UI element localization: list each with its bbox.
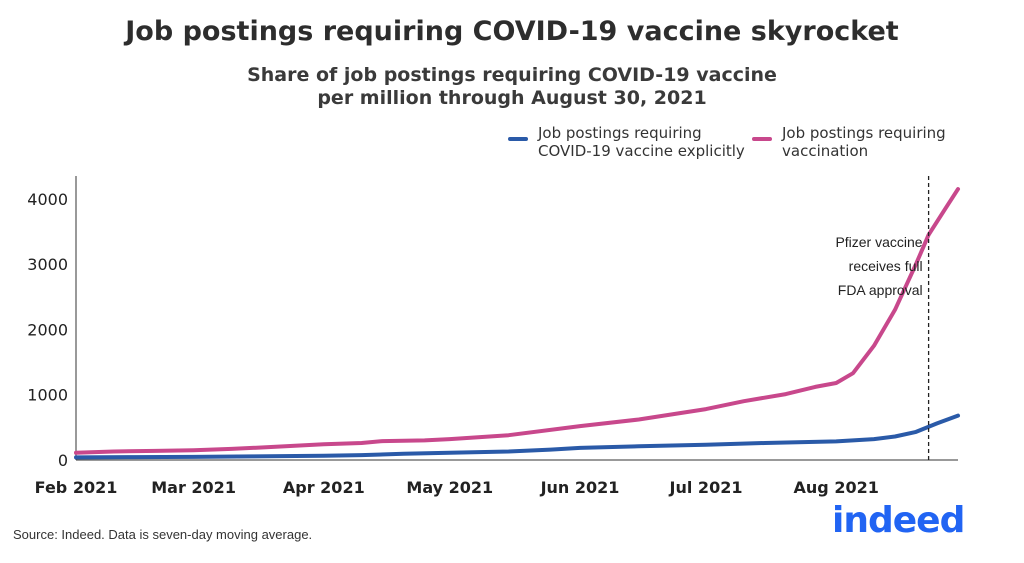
y-tick-label: 2000 — [27, 320, 68, 339]
x-tick-label: Mar 2021 — [151, 478, 236, 497]
annotation-label: FDA approval — [838, 282, 923, 298]
legend-item-explicit: Job postings requiring COVID-19 vaccine … — [508, 124, 745, 160]
subtitle-line-1: Share of job postings requiring COVID-19… — [247, 64, 777, 86]
y-tick-label: 1000 — [27, 386, 68, 405]
x-tick-label: Aug 2021 — [794, 478, 879, 497]
subtitle-line-2: per million through August 30, 2021 — [317, 87, 707, 109]
x-tick-label: May 2021 — [406, 478, 493, 497]
x-tick-label: Feb 2021 — [35, 478, 118, 497]
legend-label-explicit-line-2: COVID-19 vaccine explicitly — [538, 142, 745, 160]
chart-subtitle: Share of job postings requiring COVID-19… — [0, 64, 1024, 110]
annotation-label: Pfizer vaccine — [835, 234, 922, 250]
y-tick-label: 0 — [58, 451, 68, 470]
legend-label-vaccination-line-1: Job postings requiring — [782, 124, 946, 142]
y-tick-label: 4000 — [27, 190, 68, 209]
y-tick-label: 3000 — [27, 255, 68, 274]
indeed-logo: indeed — [832, 500, 965, 541]
legend-label-explicit: Job postings requiring COVID-19 vaccine … — [538, 124, 745, 160]
legend-label-explicit-line-1: Job postings requiring — [538, 124, 702, 142]
annotation-label: receives full — [849, 258, 923, 274]
x-tick-label: Jun 2021 — [540, 478, 620, 497]
legend-label-vaccination-line-2: vaccination — [782, 142, 869, 160]
legend-label-vaccination: Job postings requiring vaccination — [782, 124, 946, 160]
source-note: Source: Indeed. Data is seven-day moving… — [13, 527, 313, 542]
x-tick-label: Apr 2021 — [283, 478, 365, 497]
legend-swatch-vaccination — [752, 137, 772, 141]
series-line-explicit — [74, 413, 960, 460]
series-line-vaccination — [74, 187, 960, 455]
legend-swatch-explicit — [508, 137, 528, 141]
chart-title: Job postings requiring COVID-19 vaccine … — [125, 16, 899, 47]
x-tick-label: Jul 2021 — [669, 478, 743, 497]
legend-item-vaccination: Job postings requiring vaccination — [752, 124, 946, 160]
